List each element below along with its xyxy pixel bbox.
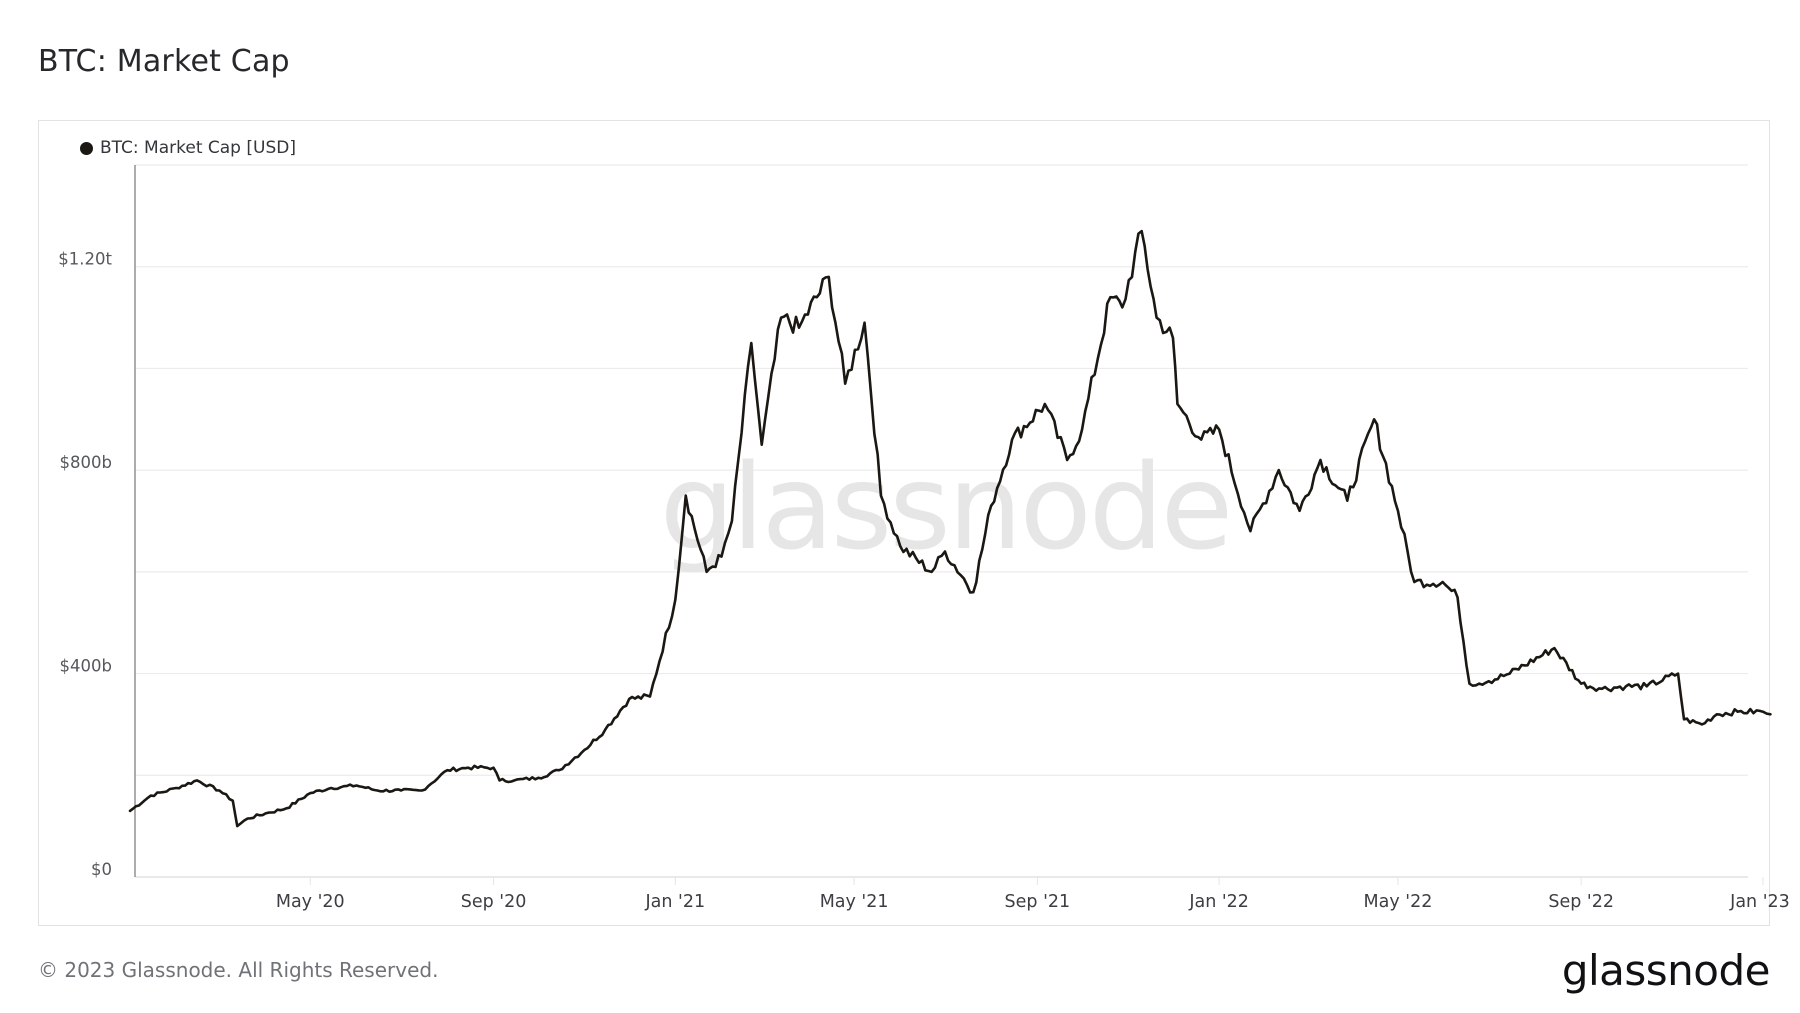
chart-legend[interactable]: BTC: Market Cap [USD] bbox=[80, 138, 296, 158]
x-tick-label: Sep '22 bbox=[1548, 892, 1614, 912]
x-tick-label: Sep '20 bbox=[461, 892, 527, 912]
x-tick-label: May '21 bbox=[820, 892, 889, 912]
y-axis-labels: $0 $400b $800b $1.20t bbox=[58, 250, 112, 879]
x-tick-label: Jan '23 bbox=[1729, 892, 1790, 912]
legend-label: BTC: Market Cap [USD] bbox=[100, 138, 296, 158]
gridlines bbox=[135, 164, 1748, 878]
market-cap-line[interactable] bbox=[128, 229, 1772, 828]
glassnode-logo[interactable]: glassnode bbox=[1561, 946, 1771, 995]
x-axis-labels: May '20 Sep '20 Jan '21 May '21 Sep '21 Jan '… bbox=[276, 877, 1790, 912]
copyright-footer: © 2023 Glassnode. All Rights Reserved. bbox=[38, 958, 439, 982]
page-title: BTC: Market Cap bbox=[38, 44, 290, 79]
x-tick-label: Jan '22 bbox=[1188, 892, 1249, 912]
x-tick-label: May '20 bbox=[276, 892, 345, 912]
legend-marker-icon bbox=[80, 141, 93, 155]
chart-panel bbox=[38, 120, 1770, 926]
y-tick-label: $400b bbox=[60, 657, 112, 676]
y-tick-label: $1.20t bbox=[58, 250, 112, 269]
y-tick-label: $800b bbox=[60, 453, 112, 472]
x-tick-label: May '22 bbox=[1364, 892, 1433, 912]
y-tick-label: $0 bbox=[91, 860, 112, 879]
x-tick-label: Jan '21 bbox=[645, 892, 706, 912]
x-tick-label: Sep '21 bbox=[1005, 892, 1071, 912]
